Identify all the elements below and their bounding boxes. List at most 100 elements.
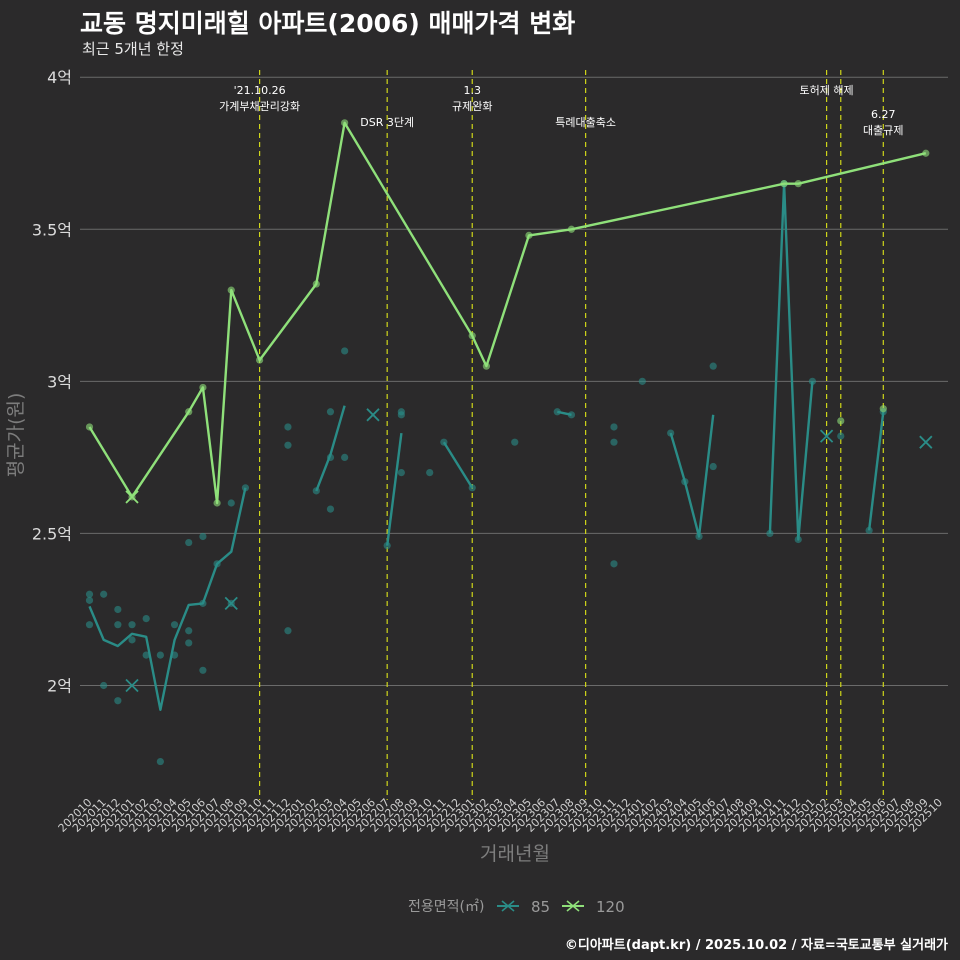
series-85-point: [170, 621, 179, 629]
series-85-point: [553, 408, 561, 416]
series-120-point: [185, 408, 193, 416]
series-85-line: [867, 411, 885, 531]
series-120-point: [213, 499, 221, 507]
policy-annotation-label: 특례대출축소: [555, 116, 616, 129]
series-85-point: [213, 560, 221, 568]
series-85-point: [397, 469, 405, 477]
series-85-point: [85, 590, 94, 598]
series-85-point: [610, 438, 618, 446]
series-120-point: [837, 417, 845, 425]
series-120-point: [312, 280, 320, 288]
series-85-point: [199, 532, 207, 541]
series-85-point: [468, 484, 476, 492]
series-85-x-mark: [919, 435, 933, 449]
y-tick-label: 3억: [47, 372, 72, 391]
series-85-point: [610, 560, 618, 568]
series-120-point: [567, 225, 576, 233]
series-120-line: [88, 121, 927, 505]
series-120-point: [482, 362, 490, 370]
series-85-point: [100, 590, 108, 598]
series-85-point: [837, 432, 845, 440]
series-85-point: [326, 408, 335, 416]
y-tick-label: 4억: [47, 68, 72, 87]
y-tick-label: 2.5억: [32, 524, 72, 543]
series-85-point: [142, 614, 150, 623]
series-85-point: [326, 453, 335, 461]
series-120-point: [879, 405, 887, 413]
series-85-point: [114, 697, 122, 705]
series-85-point: [667, 429, 675, 437]
series-85-point: [638, 377, 646, 385]
grid-lines: [80, 76, 948, 687]
series-85-x-mark: [125, 678, 139, 693]
series-85-point: [284, 627, 292, 635]
policy-annotation-label: 규제완화: [452, 100, 492, 113]
policy-annotation-label: 대출규제: [863, 124, 903, 137]
series-85-point: [426, 469, 434, 477]
series-85: [85, 180, 933, 766]
series-85-point: [114, 605, 122, 614]
series-85-point: [114, 621, 122, 629]
chart-title: 교동 명지미래힐 아파트(2006) 매매가격 변화: [80, 9, 576, 38]
series-85-point: [85, 621, 94, 629]
series-85-point: [284, 441, 292, 449]
series-85-x-mark: [366, 408, 380, 422]
series-120-point: [794, 180, 802, 188]
series-85-line: [386, 432, 403, 546]
series-85-point: [341, 347, 349, 355]
series-85-point: [681, 478, 689, 486]
series-85-point: [865, 526, 873, 534]
series-85-point: [794, 535, 802, 544]
legend-120-x: [566, 900, 580, 912]
series-120-point: [780, 180, 788, 188]
policy-annotation-label: 6.27: [871, 108, 896, 121]
series-85-point: [440, 438, 448, 446]
series-85-point: [199, 599, 207, 607]
y-axis-ticks: 2억 2.5억 3억 3.5억 4억: [32, 68, 72, 695]
series-85-point: [199, 666, 207, 674]
legend: 전용면적(㎡) 85 120: [408, 898, 625, 916]
series-120-point: [922, 149, 930, 157]
policy-annotation-label: DSR 3단계: [360, 116, 414, 129]
series-120-point: [85, 423, 94, 431]
series-85-point: [142, 651, 150, 659]
series-120-point: [199, 383, 207, 392]
y-axis-label: 평균가(원): [5, 393, 27, 478]
policy-lines: [259, 70, 884, 800]
series-85-point: [128, 636, 136, 644]
series-85-x-mark: [819, 429, 834, 443]
series-85-x-mark: [224, 596, 238, 611]
policy-annotation-label: 1.3: [463, 84, 481, 97]
series-85-point: [610, 423, 618, 431]
legend-85-x: [501, 900, 515, 912]
series-85-line: [315, 405, 346, 492]
series-85-point: [156, 757, 164, 766]
policy-annotation-label: 토허제 해제: [800, 83, 854, 97]
series-85-point: [170, 651, 179, 659]
policy-annotation-label: 가계부채관리강화: [219, 100, 300, 113]
legend-title: 전용면적(㎡): [408, 899, 484, 915]
series-85-point: [766, 529, 774, 538]
series-85-line: [768, 182, 814, 541]
series-85-point: [241, 484, 250, 492]
series-85-point: [709, 462, 717, 471]
series-85-point: [341, 453, 349, 461]
series-85-point: [383, 541, 391, 550]
series-85-point: [312, 487, 320, 495]
series-85-point: [709, 362, 717, 370]
y-tick-label: 3.5억: [32, 220, 72, 239]
series-85-point: [326, 505, 335, 513]
series-85-point: [185, 538, 193, 547]
series-85-point: [185, 627, 193, 635]
series-85-line: [88, 487, 247, 711]
source-caption: ©디아파트(dapt.kr) / 2025.10.02 / 자료=국토교통부 실…: [564, 938, 948, 953]
series-120-point: [256, 356, 264, 364]
series-120-x-mark: [125, 490, 139, 504]
series-85-point: [695, 532, 703, 541]
x-axis-label: 거래년월: [480, 843, 550, 865]
series-85-point: [185, 639, 193, 647]
legend-85-label: 85: [531, 898, 550, 916]
chart-subtitle: 최근 5개년 한정: [82, 40, 184, 58]
